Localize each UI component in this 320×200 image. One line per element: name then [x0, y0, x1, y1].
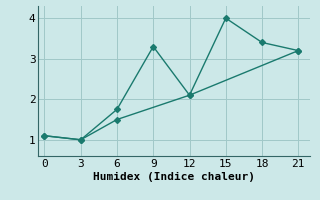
X-axis label: Humidex (Indice chaleur): Humidex (Indice chaleur): [93, 172, 255, 182]
